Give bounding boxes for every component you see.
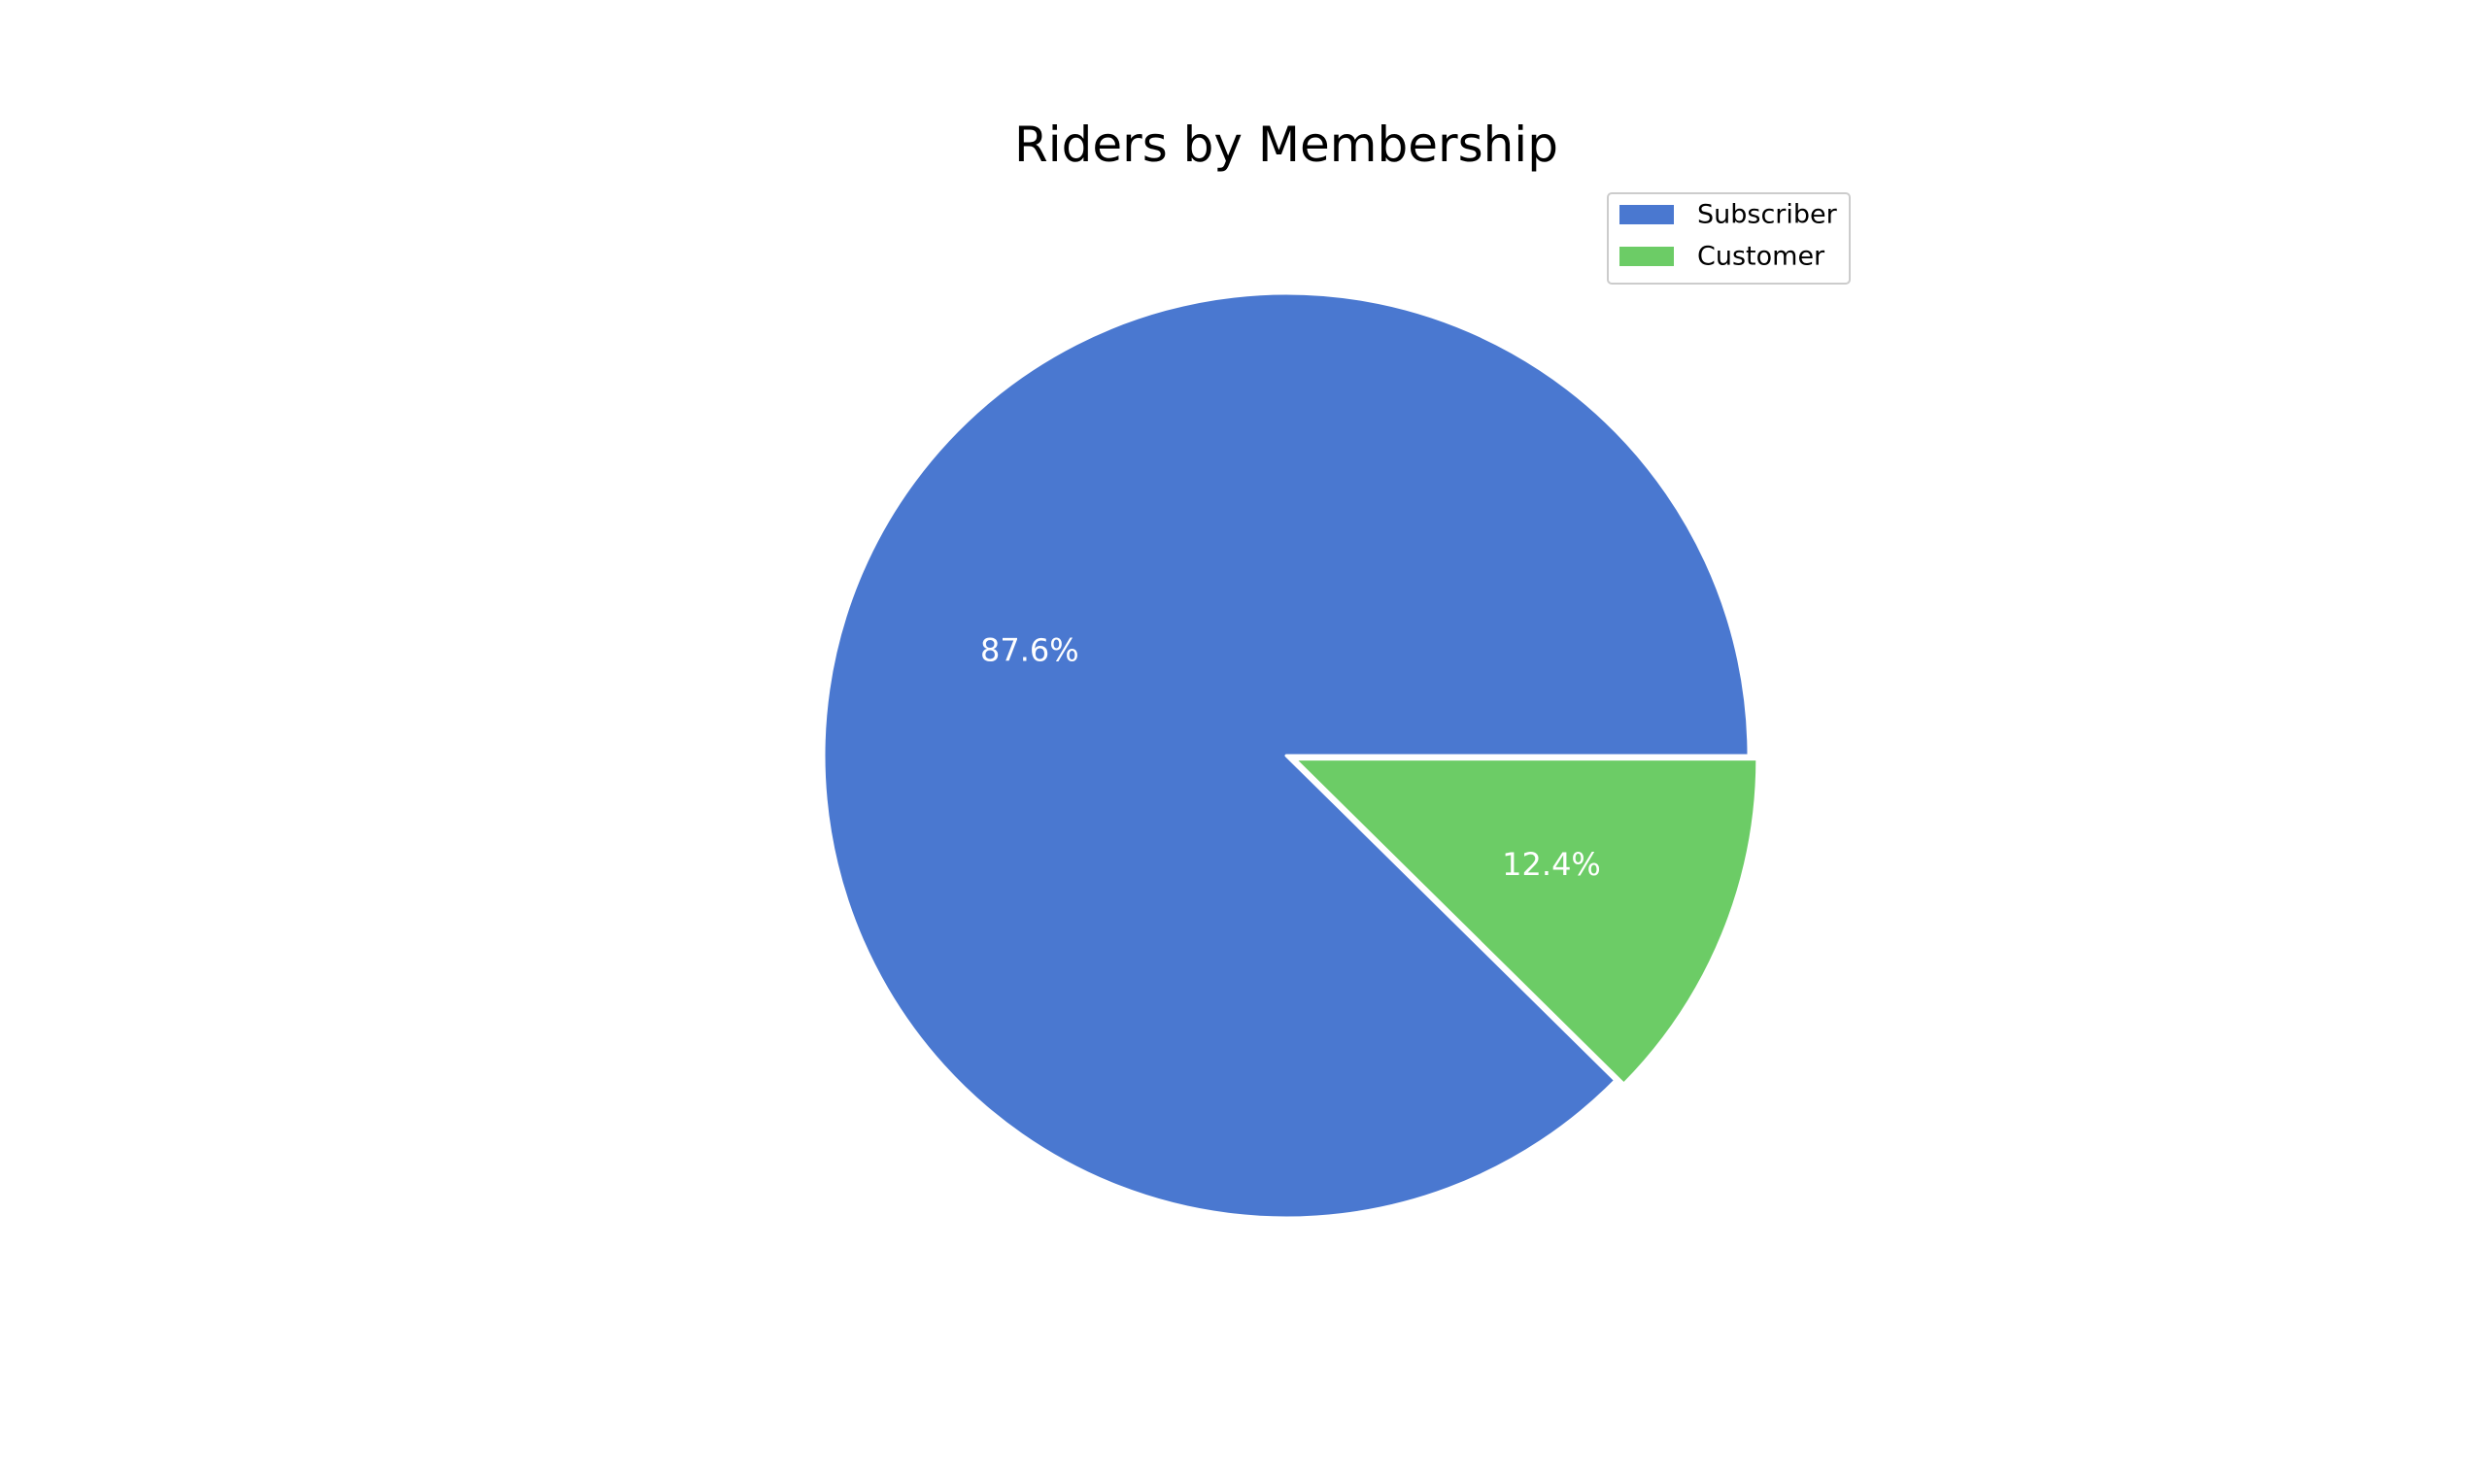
legend-label-customer: Customer: [1697, 242, 1825, 272]
chart-title: Riders by Membership: [1014, 117, 1558, 173]
pie-percent-label-customer: 12.4%: [1502, 846, 1601, 883]
pie-slice-subscriber: [822, 291, 1751, 1220]
legend-swatch-subscriber: [1619, 205, 1674, 224]
legend-entries: Subscriber Customer: [1619, 200, 1838, 272]
pie-percent-labels: 87.6% 12.4%: [980, 632, 1601, 884]
pie-slices: [822, 291, 1759, 1220]
pie-percent-label-subscriber: 87.6%: [980, 632, 1079, 669]
legend-swatch-customer: [1619, 247, 1674, 266]
legend: Subscriber Customer: [1607, 192, 1851, 285]
legend-label-subscriber: Subscriber: [1697, 200, 1838, 230]
pie-slice-customer: [1293, 758, 1759, 1086]
